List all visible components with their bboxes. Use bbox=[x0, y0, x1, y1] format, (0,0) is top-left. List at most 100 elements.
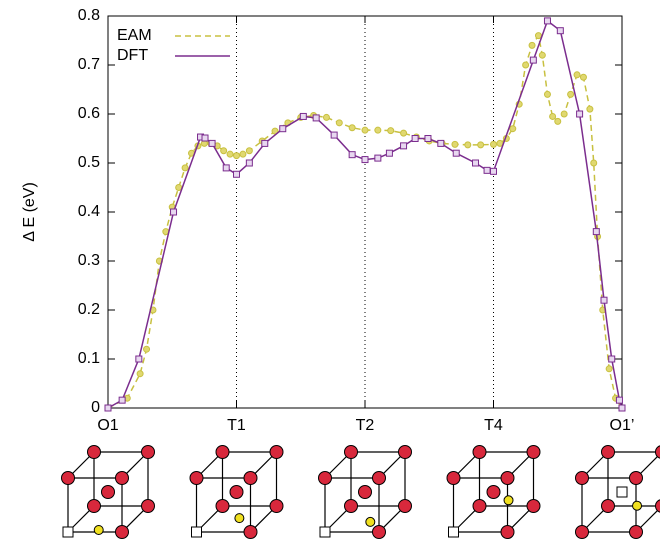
data-point bbox=[574, 72, 580, 78]
data-point bbox=[375, 155, 381, 161]
data-point bbox=[362, 127, 368, 133]
atom bbox=[345, 446, 358, 459]
data-point bbox=[484, 167, 490, 173]
atom bbox=[116, 472, 129, 485]
data-point bbox=[452, 141, 458, 147]
data-point bbox=[535, 33, 541, 39]
interstitial bbox=[633, 501, 642, 510]
atom bbox=[473, 500, 486, 513]
data-point bbox=[300, 113, 306, 119]
data-point bbox=[557, 28, 563, 34]
vacancy bbox=[63, 527, 73, 537]
atom bbox=[576, 472, 589, 485]
atom bbox=[373, 472, 386, 485]
data-point bbox=[544, 91, 550, 97]
data-point bbox=[555, 118, 561, 124]
atom bbox=[270, 446, 283, 459]
y-tick-label: 0.5 bbox=[78, 154, 100, 171]
legend-label: EAM bbox=[117, 27, 152, 44]
data-point bbox=[182, 165, 188, 171]
atom bbox=[501, 526, 514, 539]
atom bbox=[527, 446, 540, 459]
data-point bbox=[136, 356, 142, 362]
data-point bbox=[465, 142, 471, 148]
data-point bbox=[227, 151, 233, 157]
vacancy bbox=[192, 527, 202, 537]
data-point bbox=[349, 152, 355, 158]
data-point bbox=[530, 57, 536, 63]
y-tick-label: 0.7 bbox=[78, 56, 100, 73]
data-point bbox=[401, 130, 407, 136]
data-point bbox=[234, 171, 240, 177]
atom bbox=[399, 500, 412, 513]
data-point bbox=[246, 160, 252, 166]
y-tick-label: 0.1 bbox=[78, 350, 100, 367]
atom bbox=[116, 526, 129, 539]
atom bbox=[501, 472, 514, 485]
data-point bbox=[176, 185, 182, 191]
data-point bbox=[246, 148, 252, 154]
vacancy bbox=[617, 487, 627, 497]
x-tick-label: T2 bbox=[356, 417, 375, 434]
x-tick-label: T4 bbox=[484, 417, 503, 434]
structure-diagrams bbox=[62, 446, 660, 539]
interstitial bbox=[504, 496, 513, 505]
data-point bbox=[137, 371, 143, 377]
atom bbox=[345, 500, 358, 513]
data-point bbox=[386, 150, 392, 156]
data-point bbox=[240, 151, 246, 157]
y-tick-label: 0.8 bbox=[78, 7, 100, 24]
atom bbox=[190, 472, 203, 485]
atom bbox=[244, 526, 257, 539]
data-point bbox=[223, 165, 229, 171]
legend-label: DFT bbox=[117, 47, 148, 64]
atom bbox=[630, 472, 643, 485]
data-point bbox=[401, 143, 407, 149]
data-point bbox=[510, 126, 516, 132]
data-point bbox=[221, 148, 227, 154]
atom bbox=[487, 486, 500, 499]
atom bbox=[576, 526, 589, 539]
data-point bbox=[362, 157, 368, 163]
atom bbox=[216, 446, 229, 459]
data-point bbox=[606, 366, 612, 372]
y-tick-label: 0.2 bbox=[78, 301, 100, 318]
y-tick-label: 0.6 bbox=[78, 105, 100, 122]
data-point bbox=[544, 18, 550, 24]
data-point bbox=[425, 136, 431, 142]
atom bbox=[602, 446, 615, 459]
interstitial bbox=[235, 514, 244, 523]
data-point bbox=[412, 136, 418, 142]
atom bbox=[88, 446, 101, 459]
data-point bbox=[313, 115, 319, 121]
data-point bbox=[561, 111, 567, 117]
data-point bbox=[539, 52, 545, 58]
atom bbox=[656, 500, 660, 513]
data-point bbox=[593, 229, 599, 235]
data-point bbox=[568, 91, 574, 97]
atom bbox=[319, 472, 332, 485]
data-point bbox=[349, 125, 355, 131]
data-point bbox=[234, 153, 240, 159]
atom bbox=[447, 472, 460, 485]
data-point bbox=[388, 128, 394, 134]
data-point bbox=[105, 405, 111, 411]
atom bbox=[230, 486, 243, 499]
data-point bbox=[616, 397, 622, 403]
data-point bbox=[587, 106, 593, 112]
data-point bbox=[478, 142, 484, 148]
data-point bbox=[609, 356, 615, 362]
atom bbox=[630, 526, 643, 539]
y-tick-label: 0 bbox=[91, 399, 100, 416]
data-point bbox=[336, 120, 342, 126]
data-point bbox=[171, 209, 177, 215]
data-point bbox=[453, 150, 459, 156]
x-tick-label: O1’ bbox=[610, 417, 635, 434]
data-point bbox=[209, 140, 215, 146]
y-axis-label: Δ E (eV) bbox=[21, 182, 38, 242]
atom bbox=[602, 500, 615, 513]
atom bbox=[656, 446, 660, 459]
interstitial bbox=[366, 517, 375, 526]
atom bbox=[244, 472, 257, 485]
